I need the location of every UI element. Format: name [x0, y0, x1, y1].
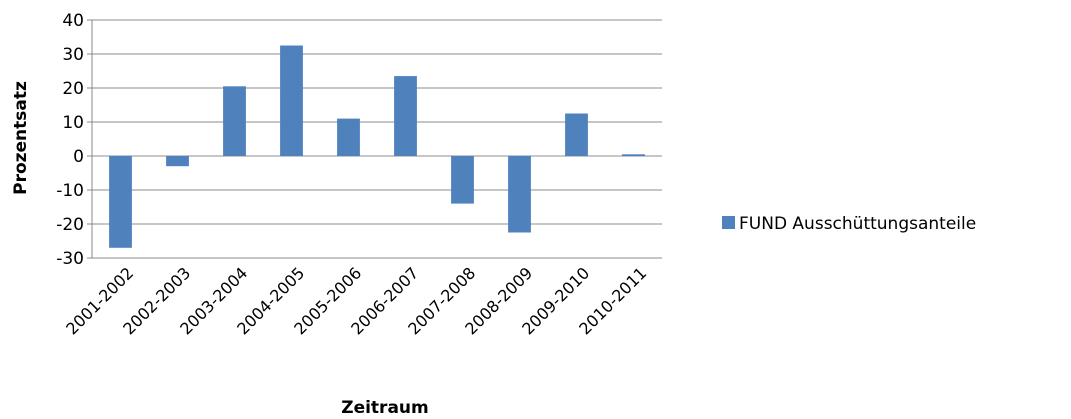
x-axis-title: Zeitraum [341, 398, 428, 418]
bars [109, 45, 645, 248]
y-tick-label: 40 [62, 11, 84, 31]
legend-label: FUND Ausschüttungsanteile [739, 214, 976, 234]
gridlines [87, 19, 662, 259]
y-axis-title: Prozentsatz [11, 81, 31, 195]
bar [223, 86, 246, 156]
y-tick-label: 10 [62, 113, 84, 133]
y-tick-label: -30 [56, 249, 84, 269]
bar [451, 156, 474, 204]
y-tick-label: 20 [62, 79, 84, 99]
bar [565, 113, 588, 156]
bar [337, 118, 360, 156]
legend: FUND Ausschüttungsanteile [722, 214, 976, 234]
bar [508, 156, 531, 233]
legend-swatch [722, 216, 735, 229]
bar [109, 156, 132, 248]
y-tick-label: 30 [62, 45, 84, 65]
bar [280, 45, 303, 156]
bar [394, 76, 417, 156]
y-tick-labels: 40 30 20 10 0 -10 -20 -30 [56, 11, 84, 269]
x-tick-labels: 2001-20022002-20032003-20042004-20052005… [62, 263, 650, 338]
y-tick-label: 0 [73, 147, 84, 167]
y-tick-label: -10 [56, 181, 84, 201]
y-tick-label: -20 [56, 215, 84, 235]
bar [166, 156, 189, 167]
bar [622, 154, 645, 156]
